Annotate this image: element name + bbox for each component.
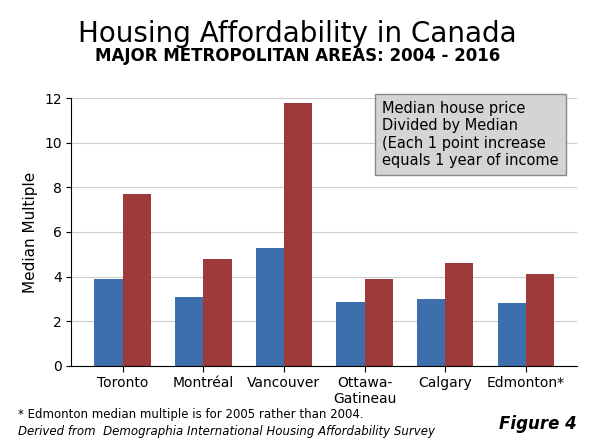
Text: Figure 4: Figure 4 xyxy=(499,415,577,433)
Text: MAJOR METROPOLITAN AREAS: 2004 - 2016: MAJOR METROPOLITAN AREAS: 2004 - 2016 xyxy=(95,47,500,65)
Bar xyxy=(445,263,474,366)
Bar xyxy=(526,274,554,366)
Bar xyxy=(365,279,393,366)
Bar xyxy=(95,279,123,366)
Bar xyxy=(175,297,203,366)
Bar xyxy=(256,248,284,366)
Bar xyxy=(203,259,231,366)
Bar xyxy=(497,303,526,366)
Text: Housing Affordability in Canada: Housing Affordability in Canada xyxy=(78,20,517,48)
Text: * Edmonton median multiple is for 2005 rather than 2004.: * Edmonton median multiple is for 2005 r… xyxy=(18,408,364,421)
Bar xyxy=(336,302,365,366)
Bar xyxy=(123,194,151,366)
Y-axis label: Median Multiple: Median Multiple xyxy=(23,171,39,293)
Text: Derived from  Demographia International Housing Affordability Survey: Derived from Demographia International H… xyxy=(18,425,435,438)
Bar xyxy=(417,299,445,366)
Text: Median house price
Divided by Median
(Each 1 point increase
equals 1 year of inc: Median house price Divided by Median (Ea… xyxy=(383,101,559,168)
Bar xyxy=(284,103,312,366)
